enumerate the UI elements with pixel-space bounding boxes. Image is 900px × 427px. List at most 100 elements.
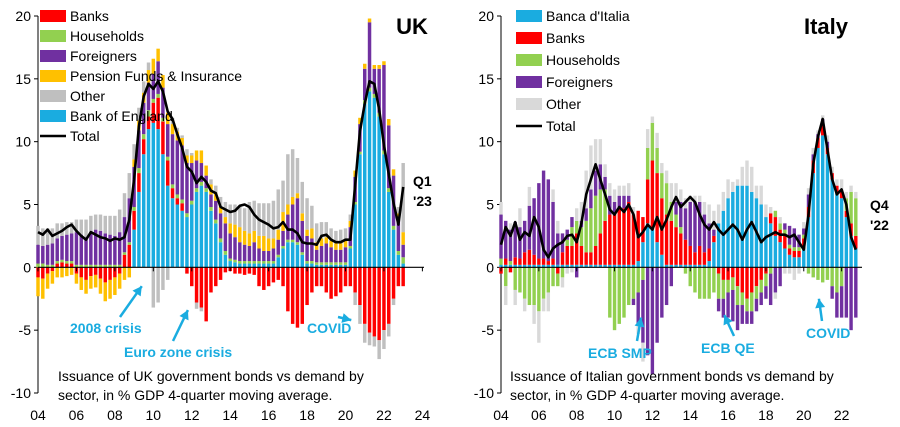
bar-households xyxy=(645,147,650,180)
bar-households xyxy=(513,267,517,290)
bar-central-bank xyxy=(664,264,669,268)
bar-pension xyxy=(266,238,271,251)
bar-other xyxy=(194,302,199,309)
bar-pension xyxy=(79,277,83,290)
bar-other xyxy=(584,170,588,209)
bar-other xyxy=(854,191,858,199)
bar-banks xyxy=(127,244,132,268)
bar-central-bank xyxy=(688,264,692,268)
bar-central-bank xyxy=(522,264,527,268)
bar-households xyxy=(565,239,569,246)
legend-swatch-banks xyxy=(516,32,542,44)
bar-banks xyxy=(55,263,59,268)
bar-foreigners xyxy=(93,229,98,265)
bar-central-bank xyxy=(726,198,730,268)
bar-banks xyxy=(146,116,151,130)
bar-foreigners xyxy=(697,201,702,246)
y-tick-label: 20 xyxy=(478,8,494,24)
bar-other xyxy=(622,185,626,196)
bar-foreigners xyxy=(721,298,726,318)
bar-banks xyxy=(584,252,588,265)
bar-foreigners xyxy=(305,235,309,262)
bar-banks xyxy=(233,267,237,274)
bar-pension xyxy=(55,267,59,278)
bar-foreigners xyxy=(252,242,256,262)
bar-pension xyxy=(156,48,160,62)
bar-households xyxy=(518,267,522,293)
bar-banks xyxy=(98,267,103,279)
bar-households xyxy=(783,229,787,236)
bar-foreigners xyxy=(276,239,280,255)
bar-other xyxy=(546,292,551,312)
bar-banks xyxy=(319,267,324,287)
bar-foreigners xyxy=(290,204,295,240)
bar-other xyxy=(768,207,773,214)
bar-other xyxy=(820,115,825,120)
bar-pension xyxy=(103,282,107,302)
legend-label: Banks xyxy=(70,8,109,24)
bar-other xyxy=(764,204,768,218)
bar-banks xyxy=(65,263,69,268)
annotation-label: Euro zone crisis xyxy=(124,344,232,360)
bar-other xyxy=(655,132,659,148)
bar-pension xyxy=(194,150,199,161)
bar-foreigners xyxy=(650,267,655,375)
x-tick-label: 08 xyxy=(107,407,123,423)
bar-foreigners xyxy=(74,232,79,265)
bar-households xyxy=(688,267,692,287)
bar-foreigners xyxy=(759,292,763,306)
bar-pension xyxy=(146,70,151,83)
bar-banks xyxy=(551,258,555,265)
bar-other xyxy=(55,223,59,239)
bar-other xyxy=(641,342,645,362)
bar-central-bank xyxy=(132,229,136,268)
bar-foreigners xyxy=(146,82,151,111)
bar-pension xyxy=(190,155,194,164)
bar-central-bank xyxy=(319,264,324,268)
bar-households xyxy=(499,258,503,265)
bar-pension xyxy=(367,18,372,23)
bar-other xyxy=(69,222,74,234)
bar-banks xyxy=(367,267,372,333)
bar-foreigners xyxy=(835,292,839,318)
bar-banks xyxy=(209,267,213,293)
bar-foreigners xyxy=(199,163,204,182)
bar-central-bank xyxy=(266,263,271,268)
bar-central-bank xyxy=(527,264,532,268)
bar-foreigners xyxy=(180,145,184,200)
bar-other xyxy=(787,267,792,274)
bar-other xyxy=(754,185,759,199)
bar-banks xyxy=(295,267,300,328)
bar-foreigners xyxy=(839,286,844,318)
bar-pension xyxy=(170,124,175,135)
bar-other xyxy=(180,135,184,138)
annotation-label: ECB SMP xyxy=(588,345,652,361)
bar-households xyxy=(707,267,711,299)
bar-other xyxy=(209,179,213,185)
bar-banks xyxy=(103,267,107,283)
annotation-arrowhead xyxy=(634,317,645,328)
bar-foreigners xyxy=(636,292,640,324)
bar-households xyxy=(166,156,170,161)
bar-pension xyxy=(84,279,88,294)
bar-households xyxy=(185,213,189,218)
bar-households xyxy=(754,286,759,299)
bar-foreigners xyxy=(233,237,237,260)
bar-other xyxy=(310,205,314,229)
bar-households xyxy=(266,261,271,264)
bar-foreigners xyxy=(382,65,386,151)
bar-central-bank xyxy=(669,264,674,268)
bar-households xyxy=(778,223,782,230)
bar-central-bank xyxy=(175,204,180,268)
bar-households xyxy=(209,207,213,211)
bar-banks xyxy=(541,258,546,265)
bar-households xyxy=(683,267,688,274)
bar-households xyxy=(697,267,702,299)
annotation-label: ECB QE xyxy=(701,340,755,356)
bar-central-bank xyxy=(146,129,151,268)
bar-banks xyxy=(726,267,730,280)
bar-central-bank xyxy=(262,263,266,268)
bar-pension xyxy=(93,274,98,288)
bar-foreigners xyxy=(608,195,612,215)
